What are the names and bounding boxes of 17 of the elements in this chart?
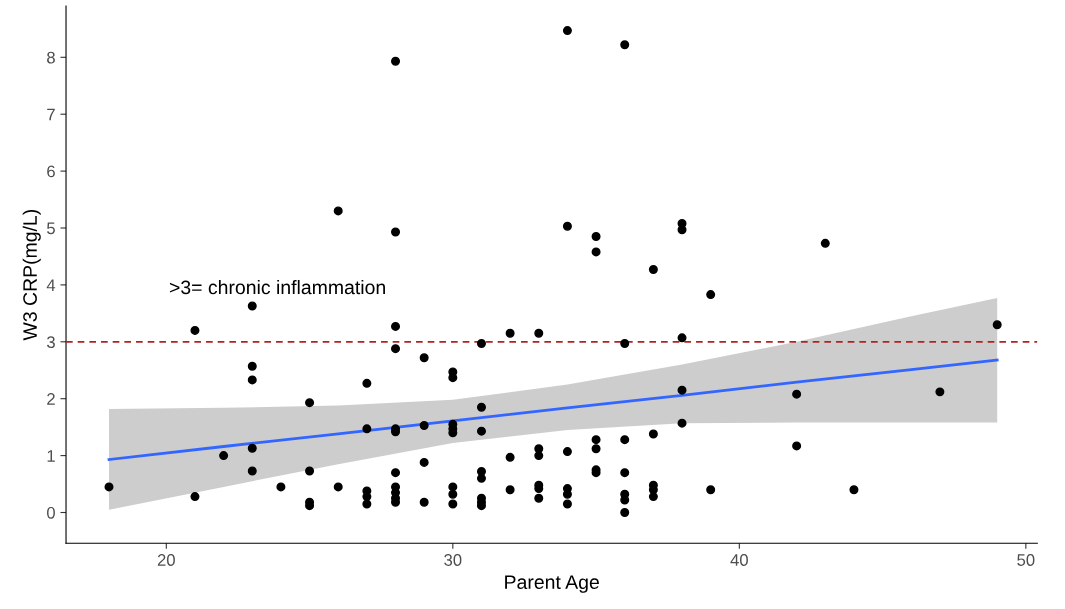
x-axis-title: Parent Age: [505, 575, 599, 593]
x-tick-label: 50: [1017, 554, 1035, 566]
y-tick-label: 2: [47, 393, 55, 405]
x-tick-label: 20: [157, 554, 175, 566]
x-tick-label: 40: [730, 554, 748, 566]
x-tick-label: 30: [444, 554, 462, 566]
y-axis-title: W3 CRP(mg/L): [22, 209, 41, 341]
line-series: [107, 358, 999, 461]
y-tick-label: 5: [47, 222, 55, 235]
y-tick-label: 0: [47, 506, 55, 519]
y-tick-label: 7: [47, 108, 55, 121]
y-tick-label: 6: [47, 165, 55, 178]
ref-line-label: >3= chronic inflammation: [169, 279, 385, 295]
y-tick-label: 1: [47, 450, 55, 462]
y-tick-label: 8: [47, 51, 55, 64]
y-tick-label: 4: [46, 279, 56, 291]
y-tick-label: 3: [46, 336, 55, 348]
